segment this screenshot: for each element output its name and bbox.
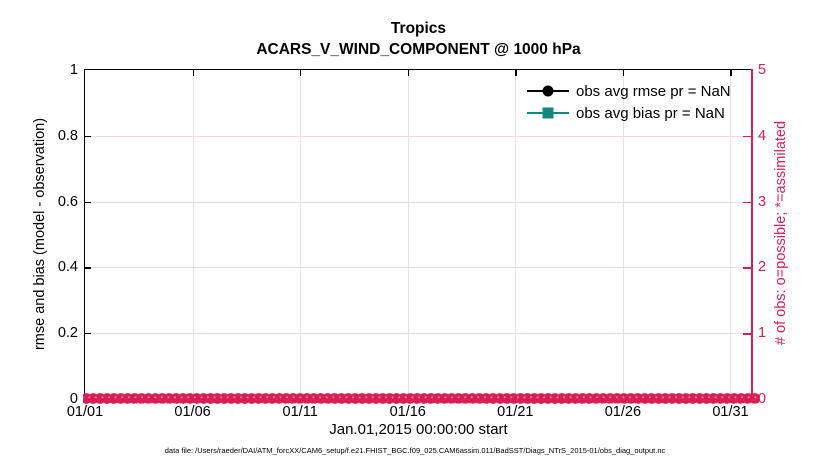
left-y-tick-label: 0	[69, 391, 78, 407]
right-y-tick-mark	[743, 333, 752, 335]
x-tick-mark	[192, 70, 194, 76]
x-tick-mark	[515, 70, 517, 76]
chart-title-block: Tropics ACARS_V_WIND_COMPONENT @ 1000 hP…	[85, 18, 752, 60]
square-marker-icon	[542, 107, 554, 119]
x-tick-label: 01/01	[66, 404, 104, 420]
left-y-tick-mark	[85, 267, 91, 269]
x-tick-label: 01/16	[389, 404, 426, 420]
left-y-tick-label: 0.6	[57, 193, 78, 210]
right-y-tick-label: 2	[758, 259, 767, 276]
left-y-tick-label: 0.4	[57, 259, 78, 276]
gridline-horizontal	[85, 135, 752, 137]
gridline-vertical	[192, 70, 194, 399]
left-axis-tick-labels: 1 0.8 0.6 0.4 0.2 0	[30, 62, 78, 407]
right-y-tick-label: 4	[758, 127, 767, 144]
left-y-tick-mark	[85, 333, 91, 335]
x-tick-mark	[622, 70, 625, 76]
right-y-tick-label: 3	[758, 193, 767, 210]
gridline-horizontal	[85, 267, 752, 269]
chart-subtitle: ACARS_V_WIND_COMPONENT @ 1000 hPa	[256, 41, 581, 58]
left-y-tick-label: 0.2	[57, 325, 78, 342]
gridline-vertical	[515, 70, 517, 399]
right-axis-label: # of obs: o=possible; *=assimilated	[773, 120, 789, 346]
left-axis-label: rmse and bias (model - observation)	[32, 117, 48, 351]
x-axis-label: Jan.01,2015 00:00:00 start	[329, 421, 508, 438]
x-axis-tick-labels: 01/01 01/06 01/11 01/16 01/21 01/26 01/31	[67, 404, 752, 422]
x-tick-label: 01/26	[604, 404, 642, 420]
x-tick-mark	[300, 70, 302, 76]
gridline-vertical	[300, 70, 302, 399]
x-tick-mark	[407, 70, 409, 76]
axis-spine-left	[84, 69, 86, 399]
legend: obs avg rmse pr = NaN obs avg bias pr = N…	[527, 80, 731, 124]
x-tick-label: 01/21	[497, 404, 534, 420]
legend-label: obs avg bias pr = NaN	[576, 104, 725, 122]
legend-marker-line	[527, 107, 569, 119]
right-y-tick-mark	[743, 135, 752, 138]
legend-entry: obs avg rmse pr = NaN	[527, 80, 731, 102]
left-y-tick-label: 0.8	[57, 127, 78, 144]
x-tick-label: 01/11	[282, 404, 318, 420]
gridline-vertical	[622, 70, 624, 399]
axis-spine-right	[751, 69, 753, 399]
axis-spine-top	[84, 69, 753, 71]
data-file-path: data file: /Users/raeder/DAI/ATM_forcXX/…	[164, 446, 666, 455]
left-y-tick-mark	[85, 201, 91, 203]
gridline-vertical	[730, 70, 732, 399]
gridline-vertical	[407, 70, 409, 399]
left-y-tick-mark	[85, 135, 91, 137]
right-y-tick-label: 1	[758, 325, 767, 342]
legend-entry: obs avg bias pr = NaN	[527, 102, 731, 124]
chart-title: Tropics	[390, 20, 447, 37]
x-tick-label: 01/31	[712, 404, 749, 420]
legend-marker-line	[527, 85, 569, 97]
gridline-horizontal	[85, 201, 752, 203]
right-y-tick-label: 5	[758, 62, 767, 78]
x-tick-mark	[730, 70, 732, 76]
circle-marker-icon	[542, 85, 554, 97]
legend-label: obs avg rmse pr = NaN	[576, 82, 731, 100]
right-axis-tick-labels: 5 4 3 2 1 0	[758, 62, 804, 407]
x-tick-label: 01/06	[174, 404, 211, 420]
right-y-tick-mark	[743, 267, 752, 269]
right-y-tick-mark	[743, 201, 752, 204]
obs-count-marker-band	[83, 392, 759, 405]
left-y-tick-label: 1	[69, 62, 78, 78]
gridline-horizontal	[85, 333, 752, 335]
plot-area	[85, 70, 752, 399]
right-y-tick-label: 0	[758, 391, 767, 407]
